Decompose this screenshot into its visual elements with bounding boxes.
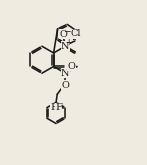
Text: Cl: Cl: [70, 29, 81, 38]
Text: N: N: [61, 42, 70, 51]
Text: N: N: [61, 69, 70, 78]
Text: O: O: [61, 81, 69, 90]
Text: O: O: [59, 30, 67, 39]
Text: O: O: [67, 62, 75, 71]
Text: −: −: [63, 26, 70, 35]
Text: +: +: [65, 38, 72, 48]
Text: F: F: [50, 103, 57, 112]
Text: F: F: [55, 103, 62, 112]
